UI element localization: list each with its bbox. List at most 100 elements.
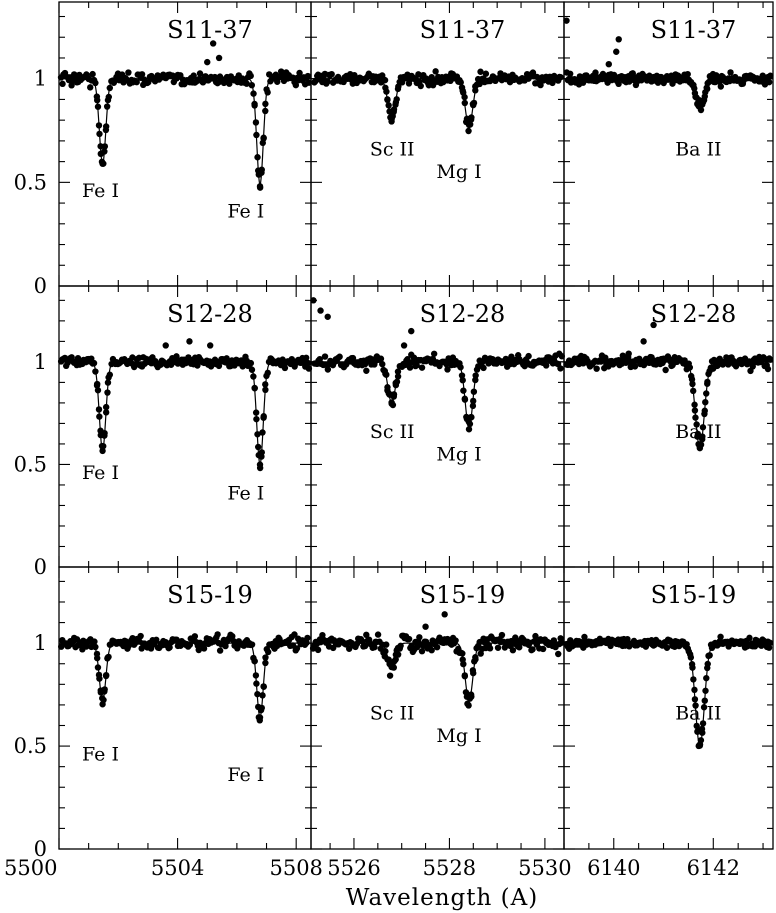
model-curve-0-0 — [59, 78, 311, 187]
data-point — [349, 354, 357, 362]
data-point — [68, 82, 75, 89]
model-curve-2-0 — [59, 642, 311, 719]
star-label: S12-28 — [167, 300, 253, 328]
data-point — [746, 634, 753, 642]
x-tick-label: 6140 — [587, 856, 640, 880]
star-label: S12-28 — [651, 300, 737, 328]
y-tick-label: 0.5 — [14, 734, 47, 758]
data-point — [418, 364, 426, 371]
data-point — [59, 80, 66, 88]
y-tick-label: 0 — [34, 274, 47, 298]
data-point — [216, 647, 224, 654]
data-point — [363, 367, 370, 374]
data-point — [302, 354, 310, 362]
data-point — [418, 648, 426, 655]
data-point — [209, 40, 217, 47]
data-point — [247, 72, 254, 80]
data-point — [509, 647, 517, 654]
data-point — [767, 356, 774, 363]
data-point — [194, 362, 201, 369]
data-point — [605, 60, 612, 68]
data-point — [196, 70, 204, 77]
data-point — [186, 338, 193, 345]
data-point — [138, 645, 145, 652]
model-curves — [59, 78, 773, 748]
data-point — [324, 78, 331, 85]
x-tick-label: 5504 — [151, 856, 204, 880]
line-label: Fe I — [82, 462, 119, 484]
data-point — [662, 366, 669, 374]
data-point — [413, 362, 420, 369]
model-curve-2-1 — [311, 642, 564, 702]
panel-frame-1-1 — [310, 285, 565, 568]
line-label: Ba II — [675, 702, 721, 724]
data-point — [304, 359, 312, 367]
line-label: Fe I — [227, 482, 264, 504]
data-point — [377, 355, 385, 362]
data-point — [374, 631, 382, 638]
data-point — [537, 81, 544, 89]
chart-text: S11-37 Fe I Fe I 0 0.5 1 S11-37 Sc II Mg I S11-37… — [4, 16, 740, 880]
star-label: S15-19 — [167, 581, 253, 609]
data-point — [293, 645, 301, 652]
y-tick-label: 1 — [34, 67, 47, 91]
data-point — [477, 68, 484, 75]
data-point — [465, 426, 473, 433]
data-point — [422, 623, 429, 630]
data-point — [465, 702, 472, 709]
data-point — [266, 71, 273, 78]
panel-frame-0-0 — [58, 1, 312, 287]
line-label: Sc II — [370, 138, 415, 160]
panel-frame-2-0 — [58, 566, 312, 850]
line-label: Mg I — [436, 725, 481, 747]
panel-frame-2-2 — [563, 566, 774, 850]
star-label: S15-19 — [651, 581, 737, 609]
data-point — [291, 631, 298, 638]
data-point — [592, 69, 599, 76]
data-point — [324, 313, 331, 320]
data-point — [248, 366, 256, 373]
data-point — [243, 80, 250, 87]
data-point — [296, 69, 303, 77]
x-tick-label: 5508 — [269, 856, 322, 880]
data-point — [200, 645, 208, 652]
data-point — [563, 17, 570, 24]
data-point — [557, 74, 564, 81]
panel-frame-0-1 — [310, 1, 565, 287]
data-point — [525, 352, 532, 360]
data-point — [486, 645, 494, 652]
data-point — [191, 633, 199, 640]
data-point — [602, 354, 609, 361]
model-curve-2-2 — [564, 642, 773, 748]
data-point — [460, 387, 467, 394]
data-point — [388, 115, 395, 123]
data-point — [727, 69, 734, 76]
data-point — [383, 641, 390, 648]
data-point — [615, 36, 622, 43]
data-point — [408, 327, 415, 335]
data-point — [444, 366, 451, 373]
y-tick-label: 0.5 — [14, 452, 47, 476]
data-point — [321, 353, 329, 360]
data-point — [166, 644, 173, 651]
data-point — [145, 79, 152, 86]
data-point — [465, 127, 472, 135]
data-point — [319, 631, 326, 639]
data-point — [765, 644, 773, 651]
data-point — [452, 637, 459, 644]
data-point — [593, 365, 600, 372]
x-tick-label: 5530 — [518, 856, 571, 880]
star-label: S15-19 — [420, 581, 506, 609]
panel-frames — [58, 1, 774, 850]
star-label: S11-37 — [420, 16, 506, 44]
data-point — [264, 89, 271, 96]
data-point — [390, 664, 397, 671]
data-point — [433, 643, 441, 651]
data-point — [417, 82, 424, 90]
model-curve-1-2 — [564, 361, 773, 449]
line-label: Ba II — [675, 421, 721, 443]
data-point — [314, 646, 322, 654]
data-point — [684, 70, 691, 78]
panel-frame-1-0 — [58, 285, 312, 568]
